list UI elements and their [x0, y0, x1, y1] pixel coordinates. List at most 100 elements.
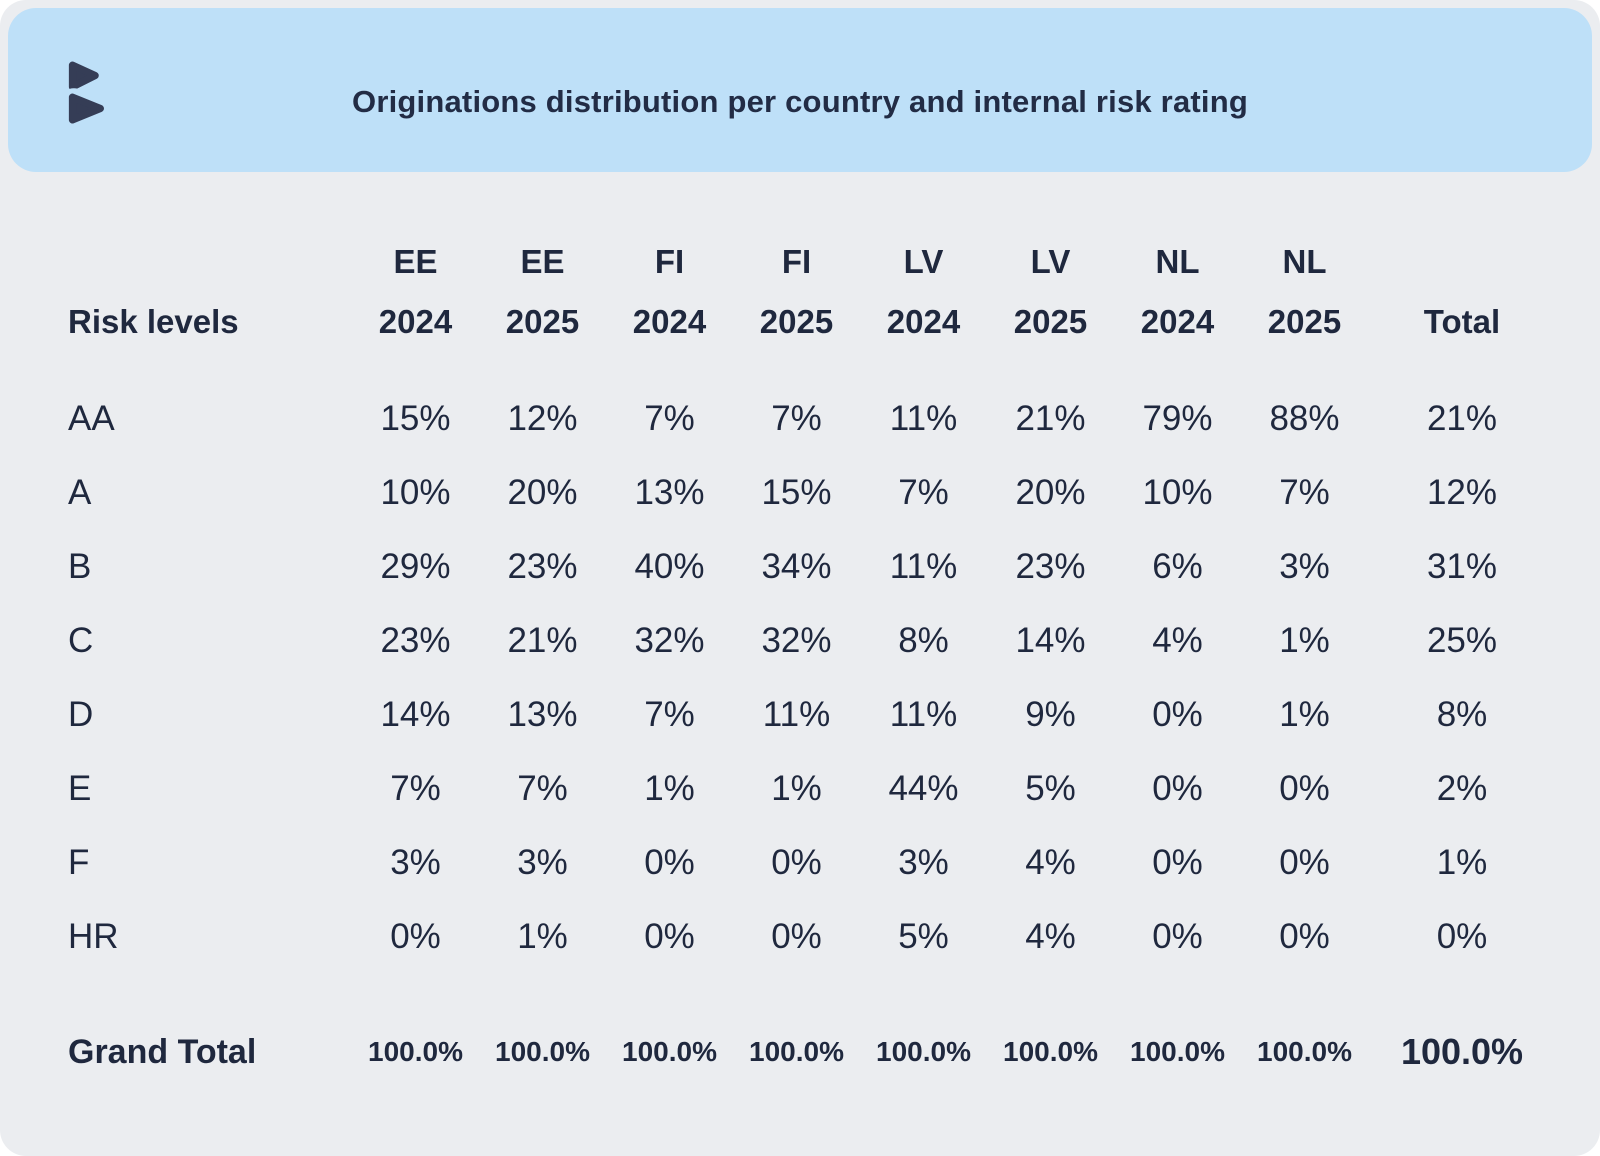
- column-header-total: Total: [1423, 303, 1501, 340]
- cell-value: 31%: [1426, 547, 1498, 586]
- cell-value: 11%: [889, 547, 958, 586]
- cell-value: 32%: [761, 621, 832, 660]
- cell-value: 0%: [1279, 917, 1330, 956]
- cell-value: 7%: [898, 473, 949, 512]
- column-header-ee-2025: EE 2025: [505, 243, 580, 340]
- grand-total-value: 100.0%: [495, 1036, 590, 1067]
- row-label: C: [68, 621, 94, 660]
- cell-value: 6%: [1152, 547, 1203, 586]
- cell-value: 21%: [1015, 399, 1086, 438]
- grand-total-label: Grand Total: [68, 1032, 257, 1071]
- cell-value: 1%: [1279, 621, 1330, 660]
- cell-value: 0%: [771, 917, 822, 956]
- cell-value: 10%: [1142, 473, 1213, 512]
- grand-total-overall-value: 100.0%: [1400, 1031, 1524, 1072]
- cell-value: 3%: [517, 843, 568, 882]
- cell-value: 9%: [1025, 695, 1076, 734]
- spacer-row: [68, 974, 1556, 1012]
- row-label: F: [68, 843, 90, 882]
- table-row-aa: AA 15% 12% 7% 7% 11% 21% 79% 88% 21%: [68, 382, 1556, 456]
- cell-value: 15%: [761, 473, 832, 512]
- risk-table-container: Risk levels EE 2024 EE 2025 FI 2024 FI 2025 …: [0, 176, 1600, 1156]
- table-row-a: A 10% 20% 13% 15% 7% 20% 10% 7% 12%: [68, 456, 1556, 530]
- cell-value: 5%: [898, 917, 949, 956]
- cell-value: 14%: [380, 695, 451, 734]
- column-header-nl-2024: NL 2024: [1140, 243, 1215, 340]
- grand-total-value: 100.0%: [1130, 1036, 1225, 1067]
- cell-value: 14%: [1015, 621, 1086, 660]
- row-label: HR: [68, 917, 119, 956]
- brand-logo-icon: [66, 61, 111, 124]
- page-title: Originations distribution per country an…: [352, 84, 1248, 119]
- cell-value: 0%: [390, 917, 441, 956]
- cell-value: 12%: [1426, 473, 1498, 512]
- cell-value: 0%: [1436, 917, 1488, 956]
- grand-total-value: 100.0%: [368, 1036, 463, 1067]
- table-header-row: Risk levels EE 2024 EE 2025 FI 2024 FI 2025 …: [68, 232, 1556, 352]
- cell-value: 13%: [507, 695, 578, 734]
- cell-value: 3%: [1279, 547, 1330, 586]
- grand-total-value: 100.0%: [622, 1036, 717, 1067]
- grand-total-value: 100.0%: [876, 1036, 971, 1067]
- header-band: Originations distribution per country an…: [8, 8, 1592, 172]
- cell-value: 4%: [1152, 621, 1203, 660]
- cell-value: 20%: [1015, 473, 1086, 512]
- cell-value: 0%: [1279, 769, 1330, 808]
- cell-value: 1%: [517, 917, 568, 956]
- cell-value: 7%: [1279, 473, 1330, 512]
- cell-value: 12%: [507, 399, 578, 438]
- cell-value: 2%: [1436, 769, 1488, 808]
- cell-value: 79%: [1142, 399, 1213, 438]
- cell-value: 1%: [771, 769, 822, 808]
- column-header-lv-2024: LV 2024: [886, 243, 961, 340]
- cell-value: 8%: [898, 621, 949, 660]
- cell-value: 5%: [1025, 769, 1076, 808]
- cell-value: 88%: [1269, 399, 1340, 438]
- cell-value: 1%: [1436, 843, 1488, 882]
- table-row-e: E 7% 7% 1% 1% 44% 5% 0% 0% 2%: [68, 752, 1556, 826]
- cell-value: 0%: [1152, 769, 1203, 808]
- cell-value: 0%: [644, 843, 695, 882]
- column-header-ee-2024: EE 2024: [378, 243, 453, 340]
- cell-value: 0%: [1152, 917, 1203, 956]
- cell-value: 44%: [888, 769, 959, 808]
- cell-value: 10%: [380, 473, 451, 512]
- grand-total-row: Grand Total 100.0% 100.0% 100.0% 100.0% …: [68, 1012, 1556, 1092]
- cell-value: 21%: [1426, 399, 1498, 438]
- risk-table: Risk levels EE 2024 EE 2025 FI 2024 FI 2025 …: [68, 232, 1556, 1092]
- cell-value: 7%: [644, 399, 695, 438]
- cell-value: 8%: [1436, 695, 1488, 734]
- table-row-d: D 14% 13% 7% 11% 11% 9% 0% 1% 8%: [68, 678, 1556, 752]
- cell-value: 7%: [517, 769, 568, 808]
- cell-value: 23%: [1015, 547, 1086, 586]
- row-label: AA: [68, 399, 115, 438]
- cell-value: 3%: [390, 843, 441, 882]
- cell-value: 4%: [1025, 917, 1076, 956]
- cell-value: 3%: [898, 843, 949, 882]
- cell-value: 11%: [762, 695, 831, 734]
- cell-value: 0%: [771, 843, 822, 882]
- cell-value: 34%: [761, 547, 832, 586]
- cell-value: 0%: [1152, 695, 1203, 734]
- column-header-lv-2025: LV 2025: [1013, 243, 1088, 340]
- grand-total-value: 100.0%: [1003, 1036, 1098, 1067]
- table-row-f: F 3% 3% 0% 0% 3% 4% 0% 0% 1%: [68, 826, 1556, 900]
- cell-value: 20%: [507, 473, 578, 512]
- cell-value: 11%: [889, 399, 958, 438]
- cell-value: 40%: [634, 547, 705, 586]
- row-label: D: [68, 695, 94, 734]
- cell-value: 32%: [634, 621, 705, 660]
- cell-value: 0%: [1279, 843, 1330, 882]
- column-header-risk-levels: Risk levels: [68, 303, 239, 340]
- cell-value: 11%: [889, 695, 958, 734]
- cell-value: 7%: [390, 769, 441, 808]
- grand-total-value: 100.0%: [749, 1036, 844, 1067]
- cell-value: 1%: [644, 769, 695, 808]
- cell-value: 15%: [380, 399, 451, 438]
- table-row-hr: HR 0% 1% 0% 0% 5% 4% 0% 0% 0%: [68, 900, 1556, 974]
- table-row-c: C 23% 21% 32% 32% 8% 14% 4% 1% 25%: [68, 604, 1556, 678]
- cell-value: 0%: [1152, 843, 1203, 882]
- cell-value: 0%: [644, 917, 695, 956]
- cell-value: 1%: [1279, 695, 1330, 734]
- column-header-fi-2025: FI 2025: [759, 243, 834, 340]
